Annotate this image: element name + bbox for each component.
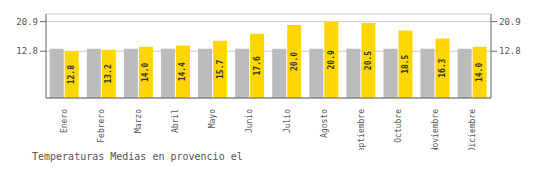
svg-text:20.9: 20.9 (327, 50, 336, 69)
svg-text:20.0: 20.0 (290, 52, 299, 71)
svg-text:Febrero: Febrero (97, 109, 106, 143)
svg-text:20.5: 20.5 (364, 51, 373, 70)
svg-text:18.5: 18.5 (401, 54, 410, 73)
svg-text:Junio: Junio (245, 109, 254, 133)
svg-text:Octubre: Octubre (394, 109, 403, 143)
svg-text:13.2: 13.2 (104, 64, 113, 83)
svg-text:20.9: 20.9 (499, 17, 521, 27)
svg-text:Diciembre: Diciembre (468, 109, 477, 150)
svg-text:Marzo: Marzo (134, 109, 143, 133)
svg-text:Enero: Enero (60, 109, 69, 133)
svg-text:Septiembre: Septiembre (357, 109, 366, 150)
svg-text:12.8: 12.8 (67, 65, 76, 84)
svg-text:Noviembre: Noviembre (431, 109, 440, 150)
html-text:Temperaturas Medias en provenc: Temperaturas Medias en provencio el (32, 151, 243, 162)
svg-text:16.3: 16.3 (438, 58, 447, 77)
svg-text:12.8: 12.8 (16, 46, 38, 56)
svg-text:12.8: 12.8 (499, 46, 521, 56)
svg-text:20.9: 20.9 (16, 17, 38, 27)
svg-text:Julio: Julio (283, 109, 292, 133)
svg-text:Mayo: Mayo (208, 109, 217, 128)
svg-text:14.0: 14.0 (475, 63, 484, 82)
svg-text:Agosto: Agosto (320, 109, 329, 138)
svg-text:17.6: 17.6 (253, 56, 262, 75)
svg-text:Abril: Abril (171, 109, 180, 133)
svg-text:15.7: 15.7 (216, 60, 225, 79)
svg-text:14.0: 14.0 (141, 63, 150, 82)
svg-text:14.4: 14.4 (178, 62, 187, 81)
